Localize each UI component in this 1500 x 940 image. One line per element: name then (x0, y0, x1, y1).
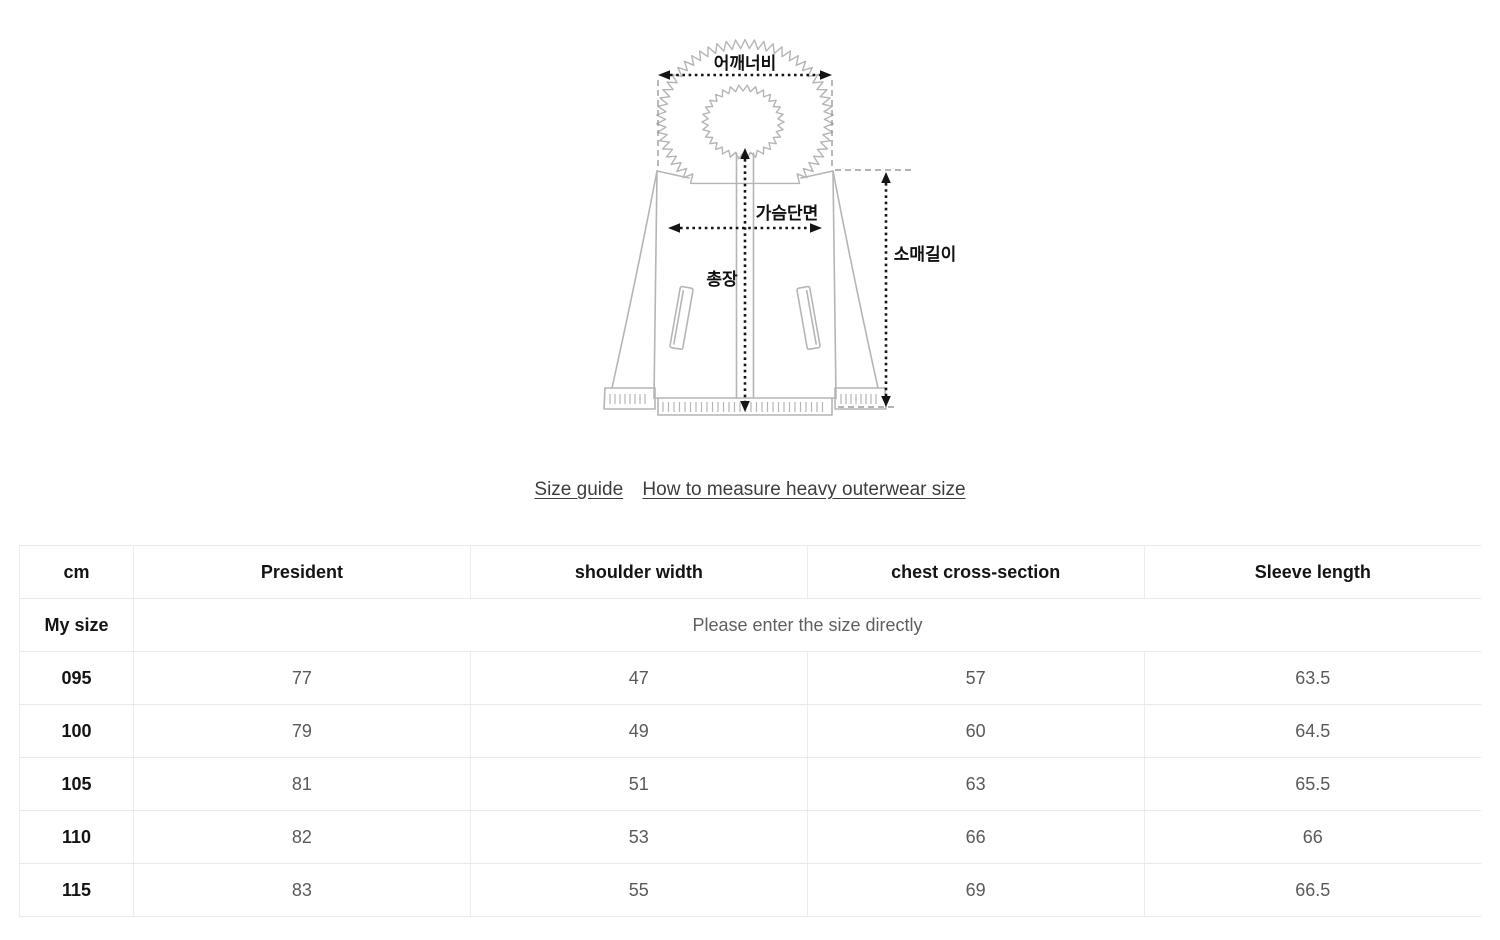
how-to-measure-link[interactable]: How to measure heavy outerwear size (642, 479, 966, 500)
outerwear-measurement-diagram: 어깨너비 가슴단면 총장 소매길이 (585, 25, 985, 425)
cell-chest: 57 (806, 651, 1145, 705)
jacket-diagram-svg: 어깨너비 가슴단면 총장 소매길이 (603, 38, 956, 416)
col-header-sleeve-length: Sleeve length (1143, 545, 1481, 599)
placket-lines (735, 152, 755, 399)
size-guide-links: Size guide How to measure heavy outerwea… (0, 477, 1500, 503)
right-pocket (796, 285, 821, 351)
size-table-header-row: cm President shoulder width chest cross-… (19, 545, 1481, 599)
size-label: 110 (19, 810, 134, 864)
cell-sleeve-length: 66 (1143, 810, 1481, 864)
label-total-length: 총장 (706, 270, 738, 289)
col-header-shoulder-width: shoulder width (469, 545, 808, 599)
cell-chest: 63 (806, 757, 1145, 811)
table-row: 110 82 53 66 66 (19, 810, 1481, 864)
label-shoulder-width: 어깨너비 (714, 54, 777, 73)
cell-sleeve-length: 64.5 (1143, 704, 1481, 758)
cell-total-length: 82 (133, 810, 471, 864)
jacket-outline (603, 170, 887, 416)
cell-chest: 60 (806, 704, 1145, 758)
ribbing-ticks (609, 394, 877, 412)
size-label: 095 (19, 651, 134, 705)
cell-total-length: 81 (133, 757, 471, 811)
table-row: 095 77 47 57 63.5 (19, 651, 1481, 705)
measurement-guides (657, 80, 915, 408)
measurement-labels: 어깨너비 가슴단면 총장 소매길이 (706, 54, 956, 289)
cell-shoulder-width: 53 (469, 810, 808, 864)
cell-total-length: 83 (133, 863, 471, 917)
hood-opening-outline (701, 84, 785, 160)
table-row: 100 79 49 60 64.5 (19, 704, 1481, 758)
table-row: 115 83 55 69 66.5 (19, 863, 1481, 917)
my-size-row: My size Please enter the size directly (19, 598, 1481, 652)
size-table: cm President shoulder width chest cross-… (19, 545, 1481, 917)
label-chest-cross-section: 가슴단면 (756, 204, 819, 223)
cell-chest: 69 (806, 863, 1145, 917)
cell-shoulder-width: 47 (469, 651, 808, 705)
col-header-total-length: President (133, 545, 471, 599)
label-sleeve-length: 소매길이 (894, 245, 957, 264)
size-label: 100 (19, 704, 134, 758)
cell-shoulder-width: 49 (469, 704, 808, 758)
cell-shoulder-width: 55 (469, 863, 808, 917)
size-label: 105 (19, 757, 134, 811)
cell-sleeve-length: 63.5 (1143, 651, 1481, 705)
size-guide-link[interactable]: Size guide (534, 479, 624, 500)
left-pocket (669, 285, 694, 351)
measurement-arrows (658, 70, 891, 412)
cell-shoulder-width: 51 (469, 757, 808, 811)
cell-sleeve-length: 66.5 (1143, 863, 1481, 917)
size-label: 115 (19, 863, 134, 917)
table-row: 105 81 51 63 65.5 (19, 757, 1481, 811)
cell-sleeve-length: 65.5 (1143, 757, 1481, 811)
my-size-input-cell[interactable]: Please enter the size directly (133, 598, 1481, 652)
my-size-label: My size (19, 598, 134, 652)
cell-total-length: 77 (133, 651, 471, 705)
col-header-unit: cm (19, 545, 134, 599)
cell-total-length: 79 (133, 704, 471, 758)
cell-chest: 66 (806, 810, 1145, 864)
col-header-chest: chest cross-section (806, 545, 1145, 599)
